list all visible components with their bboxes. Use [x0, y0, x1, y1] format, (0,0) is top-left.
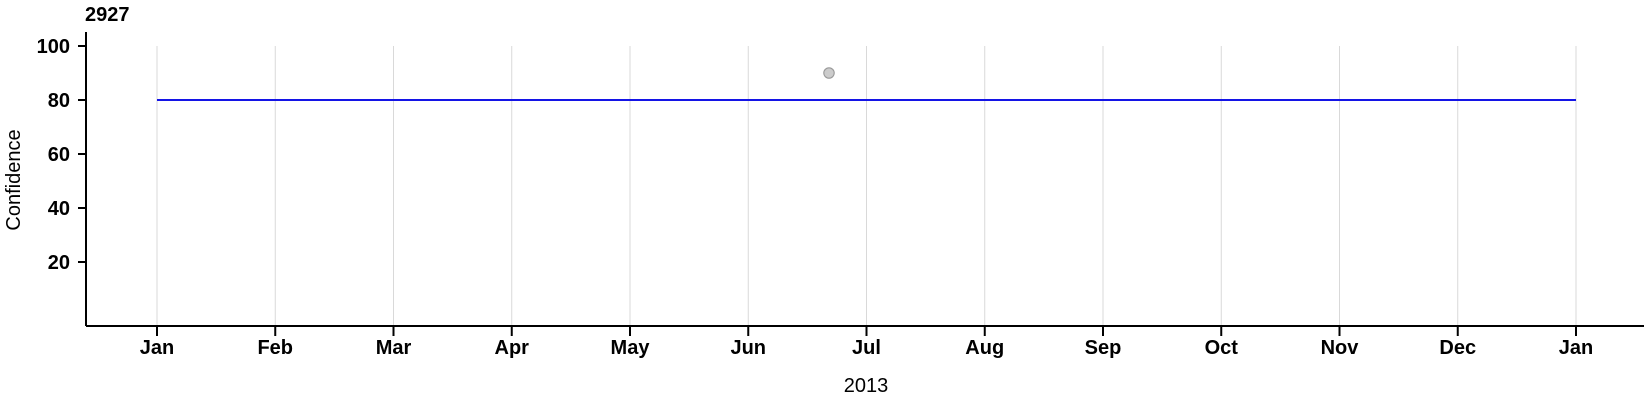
svg-text:Jun: Jun [730, 337, 766, 359]
svg-text:40: 40 [48, 198, 70, 220]
svg-text:Jan: Jan [1559, 337, 1593, 359]
svg-text:20: 20 [48, 252, 70, 274]
svg-text:Oct: Oct [1205, 337, 1239, 359]
svg-text:80: 80 [48, 90, 70, 112]
svg-text:60: 60 [48, 144, 70, 166]
svg-text:Jan: Jan [140, 337, 174, 359]
svg-text:Dec: Dec [1439, 337, 1476, 359]
svg-text:Nov: Nov [1321, 337, 1360, 359]
svg-text:Confidence: Confidence [3, 129, 25, 230]
svg-text:Apr: Apr [495, 337, 530, 359]
svg-text:Aug: Aug [965, 337, 1004, 359]
svg-text:Mar: Mar [376, 337, 412, 359]
svg-text:Jul: Jul [852, 337, 881, 359]
svg-text:2013: 2013 [844, 375, 889, 397]
svg-text:Sep: Sep [1085, 337, 1122, 359]
svg-text:May: May [611, 337, 651, 359]
svg-text:Feb: Feb [257, 337, 293, 359]
svg-text:100: 100 [37, 36, 70, 58]
